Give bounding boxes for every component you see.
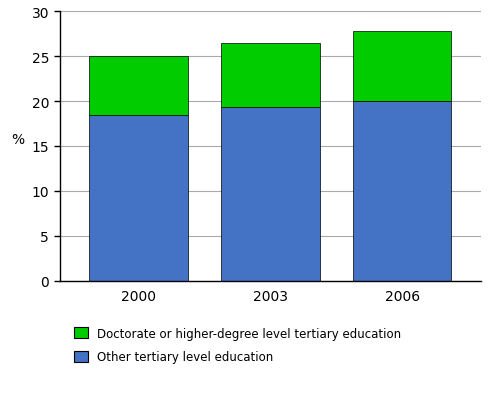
Legend: Doctorate or higher-degree level tertiary education, Other tertiary level educat: Doctorate or higher-degree level tertiar… (74, 327, 402, 363)
Bar (89, 57, 188, 115)
Y-axis label: %: % (11, 133, 24, 147)
Bar (221, 107, 320, 281)
Bar (353, 102, 451, 281)
Bar (221, 44, 320, 107)
Bar (353, 32, 451, 102)
Bar (89, 115, 188, 281)
